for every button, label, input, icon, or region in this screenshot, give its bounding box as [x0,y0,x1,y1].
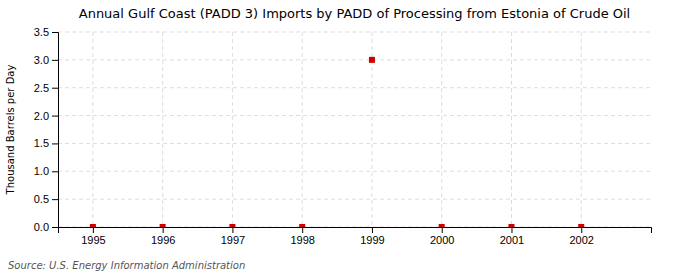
axis-line [59,228,652,234]
x-tick: 1999 [360,227,384,246]
tick-label: 2001 [500,234,524,246]
plot: 1995 1996 1997 1998 1999 2000 2001 2002 0.0 0.5 1.… [34,26,652,246]
x-tick: 2000 [430,227,454,246]
point [439,224,445,227]
y-tick: 2.0 [34,110,58,122]
tick-label: 3.5 [34,26,49,38]
y-tick: 1.0 [34,165,58,177]
tick-mark [52,227,58,228]
grid-line-y [58,171,651,172]
x-tick: 2001 [500,227,524,246]
tick-mark [52,60,58,61]
tick-mark [52,199,58,200]
tick-mark [52,116,58,117]
grid-line-y [58,59,651,60]
y-tick: 2.5 [34,82,58,94]
tick-label: 2.5 [34,82,49,94]
point [160,224,166,227]
grid-line-x [302,32,303,227]
tick-label: 2002 [569,234,593,246]
y-axis-title: Thousand Barrels per Day [5,65,16,196]
x-axis: 1995 1996 1997 1998 1999 2000 2001 2002 [59,227,652,246]
y-tick: 1.5 [34,137,58,149]
y-tick: 0.0 [34,221,58,233]
y-axis: 0.0 0.5 1.0 1.5 2.0 2.5 3.0 3.5 [34,26,59,233]
tick-mark [163,227,164,233]
tick-mark [93,227,94,233]
x-tick: 2002 [569,227,593,246]
tick-label: 1997 [221,234,245,246]
point [508,224,514,227]
point [229,224,235,227]
source-note: Source: U.S. Energy Information Administ… [8,260,245,271]
tick-label: 1998 [290,234,314,246]
tick-label: 2000 [430,234,454,246]
tick-mark [442,227,443,233]
tick-mark [302,227,303,233]
grid-line-y [58,115,651,116]
tick-label: 1995 [81,234,105,246]
point [369,57,375,63]
y-tick: 0.5 [34,193,58,205]
x-tick: 1995 [81,227,105,246]
tick-mark [511,227,512,233]
grid [58,32,651,227]
grid-line-x [92,32,93,227]
tick-label: 3.0 [34,54,49,66]
title: Annual Gulf Coast (PADD 3) Imports by PA… [79,6,630,21]
grid-line-x [581,32,582,227]
tick-label: 1.0 [34,165,49,177]
tick-label: 0.5 [34,193,49,205]
marks [90,57,584,227]
tick-mark [372,227,373,233]
x-tick: 1996 [151,227,175,246]
tick-label: 1999 [360,234,384,246]
point [299,224,305,227]
grid-line-y [58,32,651,33]
y-tick: 3.5 [34,26,58,38]
tick-mark [52,32,58,33]
tick-label: 1.5 [34,137,49,149]
tick-mark [52,88,58,89]
grid-line-y [58,87,651,88]
grid-line-y [58,143,651,144]
x-tick: 1998 [290,227,314,246]
x-tick: 1997 [221,227,245,246]
tick-mark [232,227,233,233]
tick-label: 0.0 [34,221,49,233]
point [90,224,96,227]
point [578,224,584,227]
grid-line-y [58,199,651,200]
tick-label: 2.0 [34,110,49,122]
axis-line [52,33,59,228]
chart: 1995 1996 1997 1998 1999 2000 2001 2002 0.0 0.5 1.… [0,0,675,275]
tick-mark [52,143,58,144]
grid-line-x [511,32,512,227]
tick-mark [581,227,582,233]
y-tick: 3.0 [34,54,58,66]
tick-label: 1996 [151,234,175,246]
grid-line-x [162,32,163,227]
grid-line-x [441,32,442,227]
grid-line-x [232,32,233,227]
tick-mark [52,171,58,172]
